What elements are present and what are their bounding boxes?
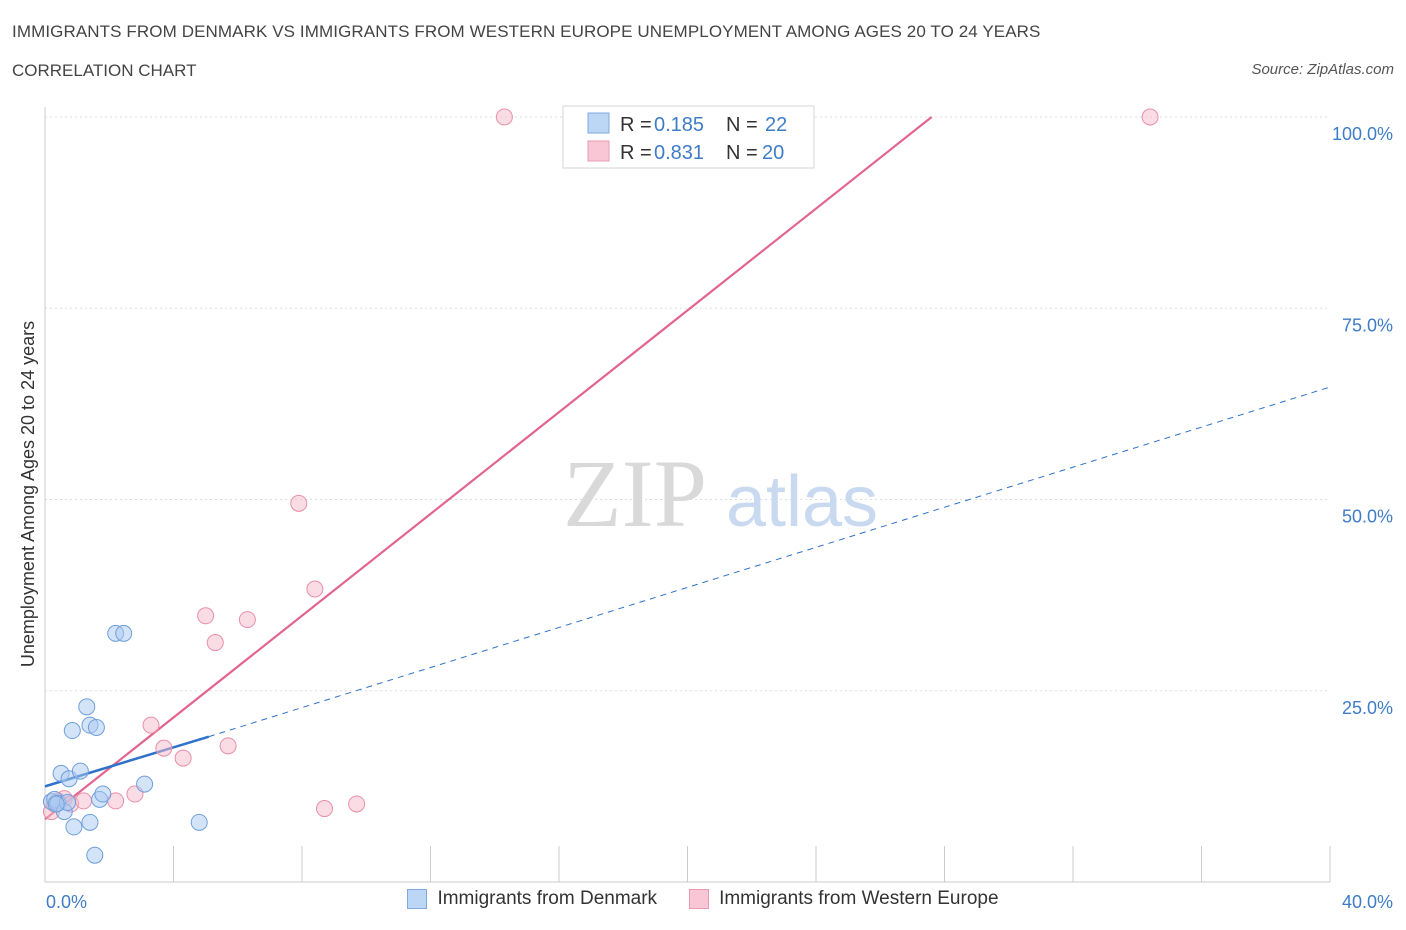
y-tick-label: 25.0% — [1342, 698, 1393, 718]
tick-labels: 25.0% 50.0% 75.0% 100.0% 0.0% 40.0% — [46, 124, 1393, 912]
legend-r-label-denmark: R = — [620, 114, 652, 136]
legend-swatch-denmark-bottom — [407, 889, 428, 909]
point-western-europe — [174, 749, 192, 767]
x-tick-label-min: 0.0% — [46, 892, 87, 912]
legend-swatch-western-europe — [587, 140, 610, 162]
point-denmark — [78, 698, 96, 716]
legend-label-denmark: Immigrants from Denmark — [437, 888, 658, 909]
point-western-europe — [142, 716, 160, 734]
legend-r-value-denmark: 0.185 — [654, 114, 704, 136]
point-denmark — [115, 624, 133, 642]
y-axis-label: Unemployment Among Ages 20 to 24 years — [18, 321, 38, 667]
legend-n-value-denmark: 22 — [765, 114, 787, 136]
y-tick-label: 50.0% — [1342, 507, 1393, 527]
legend-n-label-denmark: N = — [726, 114, 758, 136]
series-legend: Immigrants from Denmark Immigrants from … — [0, 888, 1406, 910]
data-points — [42, 108, 1159, 864]
trend-line-western-europe — [44, 116, 933, 821]
axes — [44, 107, 1331, 883]
y-tick-label: 75.0% — [1342, 315, 1393, 335]
chart-subtitle: CORRELATION CHART — [12, 61, 197, 80]
point-western-europe — [75, 792, 93, 810]
point-western-europe — [495, 108, 513, 126]
point-denmark — [63, 722, 81, 740]
point-western-europe — [1141, 108, 1159, 126]
point-denmark — [47, 795, 65, 813]
watermark-zip: ZIP — [563, 440, 707, 547]
chart-title: IMMIGRANTS FROM DENMARK VS IMMIGRANTS FR… — [12, 22, 1041, 41]
x-tick-label-max: 40.0% — [1342, 892, 1393, 912]
watermark: ZIP atlas — [563, 440, 878, 547]
point-western-europe — [155, 739, 173, 757]
point-western-europe — [238, 611, 256, 629]
legend-n-value-western-europe: 20 — [762, 142, 784, 164]
point-denmark — [190, 813, 208, 831]
point-denmark — [87, 718, 105, 736]
trend-line-denmark-projection — [208, 386, 1331, 738]
point-western-europe — [197, 607, 215, 625]
point-western-europe — [315, 800, 333, 818]
point-denmark — [136, 775, 154, 793]
legend-item-western-europe[interactable]: Immigrants from Western Europe — [689, 888, 999, 910]
point-western-europe — [290, 494, 308, 512]
legend-r-value-western-europe: 0.831 — [654, 142, 704, 164]
point-denmark — [65, 818, 83, 836]
legend-swatch-denmark — [587, 112, 610, 134]
watermark-atlas: atlas — [726, 462, 878, 542]
legend-r-label-western-europe: R = — [620, 142, 652, 164]
point-denmark — [94, 785, 112, 803]
legend-n-label-western-europe: N = — [726, 142, 758, 164]
y-tick-label: 100.0% — [1332, 124, 1393, 144]
point-western-europe — [348, 795, 366, 813]
point-denmark — [86, 846, 104, 864]
correlation-legend: R = 0.185 N = 22 R = 0.831 N = 20 — [562, 105, 815, 169]
point-denmark — [71, 762, 89, 780]
source-label: Source: ZipAtlas.com — [1251, 61, 1394, 78]
point-western-europe — [219, 737, 237, 755]
legend-item-denmark[interactable]: Immigrants from Denmark — [407, 888, 657, 910]
point-western-europe — [306, 580, 324, 598]
legend-label-western-europe: Immigrants from Western Europe — [719, 888, 999, 909]
point-western-europe — [206, 634, 224, 652]
legend-swatch-western-europe-bottom — [689, 889, 710, 909]
point-denmark — [81, 813, 99, 831]
grid-lines — [45, 116, 1330, 692]
